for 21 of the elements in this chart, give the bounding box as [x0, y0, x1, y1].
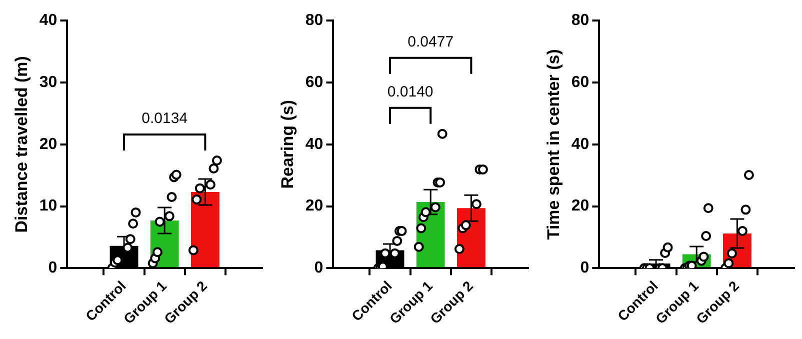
y-tick-label: 80 [305, 12, 324, 30]
y-tick-label: 80 [571, 12, 590, 30]
y-tick-label: 20 [571, 198, 590, 215]
y-axis-title: Distance travelled (m) [12, 56, 31, 233]
y-tick-label: 20 [39, 136, 58, 153]
annotation: 0.0477 [408, 34, 454, 51]
annotation: 0.0140 [387, 84, 434, 101]
y-tick-label: 40 [305, 136, 324, 153]
y-tick-label: 40 [39, 12, 58, 30]
y-tick-label: 40 [571, 136, 590, 153]
y-tick-label: 60 [571, 74, 590, 91]
y-tick-label: 30 [39, 74, 58, 91]
y-tick-label: 0 [48, 260, 58, 277]
y-tick-label: 0 [580, 260, 590, 277]
annotation: 0.0134 [142, 110, 188, 128]
y-axis-title: Rearing (s) [278, 100, 297, 189]
y-tick-label: 10 [39, 198, 58, 215]
y-tick-label: 60 [305, 74, 324, 91]
y-tick-label: 20 [305, 198, 324, 215]
y-axis-title: Time spent in center (s) [544, 49, 563, 240]
y-tick-label: 0 [314, 260, 324, 277]
